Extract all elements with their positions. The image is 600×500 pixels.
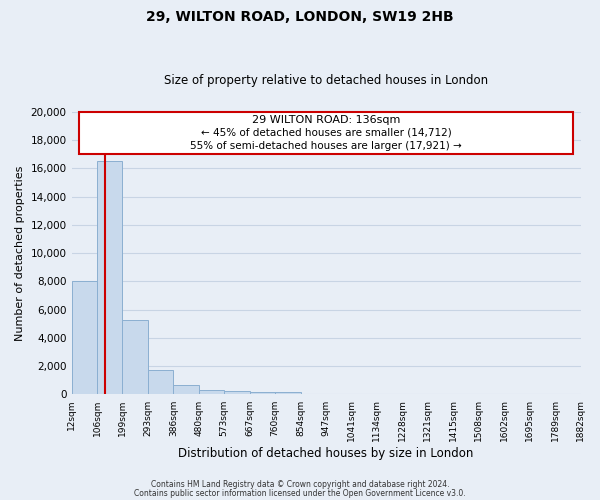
Bar [173,384,199,394]
Text: Contains HM Land Registry data © Crown copyright and database right 2024.: Contains HM Land Registry data © Crown c… [151,480,449,489]
Text: 29, WILTON ROAD, LONDON, SW19 2HB: 29, WILTON ROAD, LONDON, SW19 2HB [146,10,454,24]
Text: Contains public sector information licensed under the Open Government Licence v3: Contains public sector information licen… [134,489,466,498]
X-axis label: Distribution of detached houses by size in London: Distribution of detached houses by size … [178,447,474,460]
Bar [148,370,173,394]
Bar [199,390,224,394]
Text: ← 45% of detached houses are smaller (14,712): ← 45% of detached houses are smaller (14… [200,128,451,138]
Bar [224,391,250,394]
Bar [71,282,97,395]
Bar [275,392,301,394]
Bar [97,161,122,394]
Bar [122,320,148,394]
Text: 55% of semi-detached houses are larger (17,921) →: 55% of semi-detached houses are larger (… [190,140,462,150]
FancyBboxPatch shape [79,112,573,154]
Text: 29 WILTON ROAD: 136sqm: 29 WILTON ROAD: 136sqm [252,116,400,126]
Title: Size of property relative to detached houses in London: Size of property relative to detached ho… [164,74,488,87]
Y-axis label: Number of detached properties: Number of detached properties [15,166,25,341]
Bar [250,392,275,394]
